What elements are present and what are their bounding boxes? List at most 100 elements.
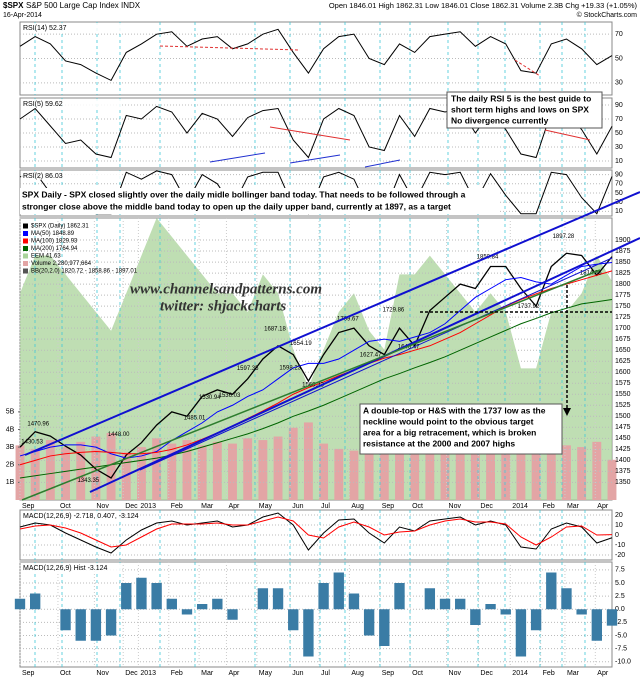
bar xyxy=(181,609,193,615)
volume-bar xyxy=(364,448,374,500)
x-tick-label: Aug xyxy=(351,670,364,677)
legend-label: MA(200) 1764.94 xyxy=(31,246,78,252)
volume-tick-label: 1B xyxy=(6,479,15,486)
bar xyxy=(424,588,436,610)
y-tick-label: 1700 xyxy=(615,325,631,332)
bar xyxy=(394,583,405,610)
volume-bar xyxy=(273,436,283,500)
divergence-line xyxy=(364,159,401,168)
y-tick-label: 30 xyxy=(615,80,623,87)
x-tick-label: Jun xyxy=(292,670,303,677)
note-line: No divergence currently xyxy=(451,115,549,125)
panel xyxy=(19,21,613,96)
price-label: 1560.33 xyxy=(302,382,324,388)
price-label: 1485.01 xyxy=(184,415,206,421)
x-tick-label: Jun xyxy=(292,503,303,510)
price-label: 1627.47 xyxy=(360,353,382,359)
price-label: 1343.35 xyxy=(77,478,99,484)
legend-swatch xyxy=(23,246,28,251)
divergence-line xyxy=(159,45,301,51)
volume-bar xyxy=(410,440,420,500)
volume-tick-label: 3B xyxy=(6,444,15,451)
volume-bar xyxy=(228,443,237,500)
y-tick-label: 1575 xyxy=(615,380,631,387)
legend-swatch xyxy=(23,231,28,236)
y-tick-label: 1750 xyxy=(615,303,631,310)
x-tick-label: Apr xyxy=(228,503,240,510)
bar xyxy=(272,588,284,610)
y-tick-label: 2.5 xyxy=(615,593,625,600)
y-tick-label: 1350 xyxy=(615,479,631,486)
line xyxy=(19,252,613,479)
volume-bar xyxy=(395,447,404,500)
x-tick-label: Oct xyxy=(412,503,423,510)
y-tick-label: 50 xyxy=(615,55,623,62)
price-label: 1448.00 xyxy=(108,432,130,438)
y-tick-label: 30 xyxy=(615,144,623,151)
x-tick-label: Dec xyxy=(480,503,493,510)
legend-label: BB(20,2.0) 1820.72 - 1858.86 - 1897.01 xyxy=(31,269,138,275)
note-line: stronger close above the middle band tod… xyxy=(22,201,451,211)
divergence-line xyxy=(544,129,591,141)
x-tick-label: Nov xyxy=(449,503,462,510)
bar xyxy=(121,583,132,610)
volume-bar xyxy=(334,448,344,500)
x-tick-label: 2013 xyxy=(140,670,156,677)
bar xyxy=(212,598,223,610)
y-tick-label: 1625 xyxy=(615,358,631,365)
y-tick-label: 1525 xyxy=(615,402,631,409)
note-line: neckline would point to the obvious targ… xyxy=(363,416,534,426)
x-tick-label: Jul xyxy=(321,670,330,677)
x-tick-label: Dec xyxy=(125,503,138,510)
bar xyxy=(288,609,299,631)
y-tick-label: -5.0 xyxy=(615,632,627,639)
y-tick-label: 10 xyxy=(615,158,623,165)
note-line: short term highs and lows on SPX xyxy=(451,104,589,114)
bar xyxy=(60,609,71,631)
volume-bar xyxy=(470,441,480,500)
note-box xyxy=(20,188,498,214)
y-tick-label: 0 xyxy=(615,532,619,539)
x-tick-label: Feb xyxy=(543,503,555,510)
volume-bar xyxy=(501,443,511,500)
x-tick-label: Oct xyxy=(60,503,71,510)
divergence-line xyxy=(289,154,341,164)
price-label: 1737.92 xyxy=(518,304,540,310)
line xyxy=(19,262,613,459)
price-label: 1646.47 xyxy=(398,344,420,350)
volume-tick-label: 2B xyxy=(6,462,15,469)
x-tick-label: Mar xyxy=(567,503,580,510)
y-tick-label: 50 xyxy=(615,190,623,197)
y-tick-label: -7.5 xyxy=(615,645,627,652)
watermark: www.channelsandpatterns.com xyxy=(130,281,322,297)
x-tick-label: Dec xyxy=(480,670,493,677)
panel-title: MACD(12,26,9) Hist -3.124 xyxy=(23,565,108,572)
y-tick-label: 7.5 xyxy=(615,567,625,574)
x-tick-label: Mar xyxy=(567,670,580,677)
volume-bar xyxy=(562,445,571,500)
title-bg xyxy=(21,23,121,32)
bar xyxy=(14,598,26,610)
price-label: 1709.67 xyxy=(337,316,359,322)
volume-bar xyxy=(197,445,207,500)
y-tick-label: 90 xyxy=(615,102,623,109)
bar xyxy=(105,609,117,636)
y-tick-label: 1800 xyxy=(615,281,631,288)
volume-bar xyxy=(440,447,450,500)
panel xyxy=(19,561,613,668)
volume-bar xyxy=(15,445,25,500)
y-tick-label: 0.0 xyxy=(615,606,625,613)
y-tick-label: -10.0 xyxy=(615,659,631,666)
y-tick-label: 1550 xyxy=(615,391,631,398)
x-tick-label: Sep xyxy=(22,670,35,677)
panel-title: MACD(12,26,9) -2.718, 0.407, -3.124 xyxy=(23,513,139,520)
x-tick-label: Apr xyxy=(228,670,240,677)
volume-bar xyxy=(136,447,146,500)
bar xyxy=(348,593,360,610)
arrow-head xyxy=(563,408,571,416)
bar xyxy=(591,609,603,641)
y-tick-label: 1725 xyxy=(615,314,631,321)
y-tick-label: -10 xyxy=(615,542,625,549)
legend-swatch xyxy=(23,261,28,266)
index-name: S&P 500 Large Cap Index INDX xyxy=(26,1,141,10)
